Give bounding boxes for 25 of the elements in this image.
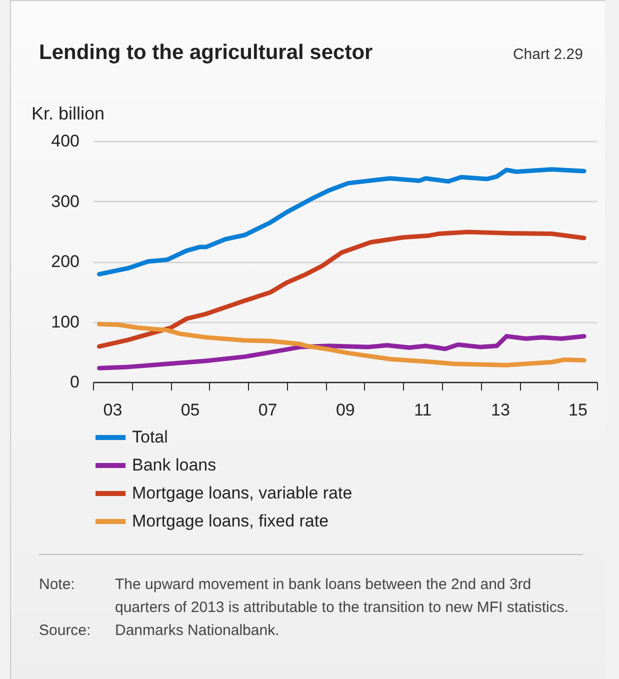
y-tick-label: 200 [51, 252, 80, 271]
y-tick-label: 400 [51, 132, 80, 150]
y-tick-label: 0 [70, 372, 80, 392]
x-tick-label: 13 [491, 400, 510, 420]
chart-subtitle: Chart 2.29 [512, 46, 583, 63]
legend-label: Total [132, 428, 168, 446]
line-series [97, 167, 586, 276]
line-series [97, 230, 586, 349]
x-tick-label: 05 [180, 400, 200, 420]
y-tick-label: 100 [51, 312, 80, 332]
y-axis-title: Kr. billion [32, 104, 105, 124]
legend-label: Mortgage loans, variable rate [132, 484, 352, 502]
line-series [97, 322, 586, 368]
line-series [97, 334, 586, 370]
x-tick-label: 03 [103, 400, 122, 420]
chart-title: Lending to the agricultural sector [39, 41, 373, 65]
legend-label: Mortgage loans, fixed rate [132, 512, 329, 530]
x-tick-label: 15 [568, 400, 588, 420]
x-tick-label: 09 [336, 400, 355, 420]
legend-label: Bank loans [132, 456, 216, 474]
text: Source: Danmarks Nationalbank. [39, 622, 280, 639]
x-tick-label: 11 [414, 400, 432, 420]
y-tick-label: 300 [51, 192, 80, 211]
x-tick-label: 07 [258, 400, 278, 420]
text: Note: The upward movement in bank loans between the 2nd and 3rd quarters of 2013 is attributable to the transition to new MFI statistics. [39, 576, 569, 616]
